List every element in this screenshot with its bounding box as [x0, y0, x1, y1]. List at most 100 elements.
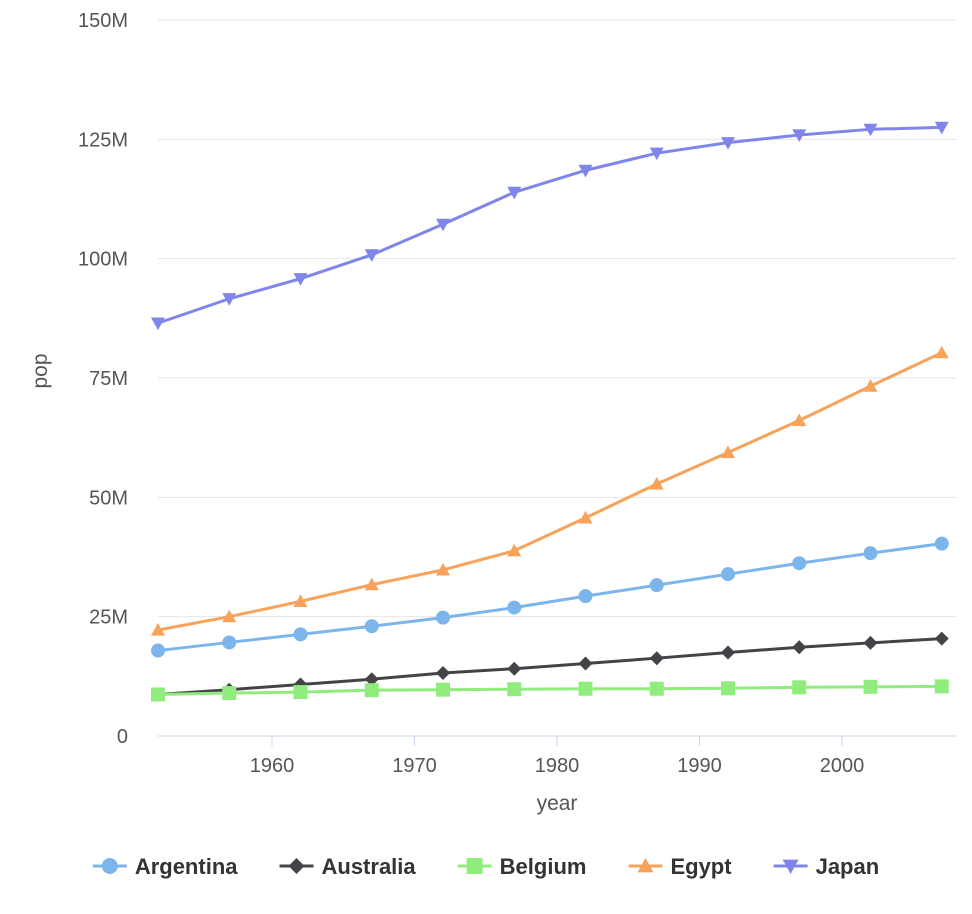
- data-point-egypt: [293, 594, 308, 607]
- data-point-australia: [364, 672, 379, 687]
- legend-label-egypt: Egypt: [670, 854, 732, 879]
- y-tick-label: 150M: [78, 10, 128, 32]
- axes: 0 25M 50M 75M 100M 125M 150M 1960 1970 1980 1990 20…: [78, 10, 864, 777]
- legend-marker-argentina: [101, 858, 118, 874]
- data-point-belgium: [222, 686, 237, 701]
- data-point-egypt: [364, 577, 379, 591]
- data-point-belgium: [863, 679, 878, 694]
- data-point-belgium: [151, 687, 165, 702]
- gridlines: [158, 19, 956, 737]
- data-point-belgium: [649, 681, 664, 696]
- legend-label-belgium: Belgium: [500, 854, 587, 879]
- legend-item-argentina[interactable]: Argentina: [92, 854, 238, 879]
- data-point-japan: [721, 137, 735, 150]
- data-point-japan: [222, 293, 237, 306]
- data-point-argentina: [649, 578, 664, 593]
- series-area: [151, 121, 949, 702]
- x-tick-label: 1960: [250, 755, 295, 777]
- data-point-egypt: [151, 623, 165, 636]
- legend-item-japan[interactable]: Japan: [773, 854, 880, 879]
- legend-marker-australia: [288, 858, 305, 874]
- legend-marker-japan: [782, 859, 799, 874]
- data-point-egypt: [507, 543, 522, 557]
- data-point-egypt: [721, 445, 735, 459]
- series-line-japan: [156, 125, 944, 325]
- data-point-australia: [436, 665, 450, 680]
- x-tick-label: 1980: [535, 755, 580, 777]
- data-point-argentina: [293, 627, 308, 642]
- data-point-japan: [578, 164, 593, 178]
- data-point-belgium: [578, 681, 593, 696]
- y-tick-label: 50M: [89, 487, 128, 509]
- data-point-australia: [721, 645, 735, 660]
- y-tick-label: 25M: [89, 607, 128, 629]
- data-point-egypt: [436, 562, 450, 576]
- data-point-belgium: [934, 679, 949, 694]
- y-tick-label: 0: [117, 726, 128, 748]
- y-tick-label: 75M: [89, 368, 128, 390]
- data-point-belgium: [721, 681, 735, 696]
- legend: Argentina Australia Belgium Egypt Japan: [92, 854, 880, 879]
- legend-label-japan: Japan: [816, 854, 880, 879]
- data-point-egypt: [649, 476, 664, 490]
- data-point-egypt: [578, 510, 593, 524]
- series-line-egypt: [156, 351, 944, 632]
- data-point-argentina: [436, 610, 450, 625]
- data-point-belgium: [792, 680, 807, 695]
- series-egypt: [151, 345, 949, 636]
- data-point-argentina: [507, 600, 522, 615]
- data-point-japan: [507, 186, 522, 200]
- legend-item-egypt[interactable]: Egypt: [628, 854, 732, 879]
- y-tick-label: 125M: [78, 129, 128, 151]
- series-line-australia: [156, 637, 944, 696]
- y-axis-title: pop: [29, 353, 52, 388]
- legend-item-belgium[interactable]: Belgium: [457, 854, 587, 879]
- data-point-japan: [364, 249, 379, 262]
- data-point-egypt: [222, 609, 237, 623]
- data-point-belgium: [293, 685, 308, 700]
- series-belgium: [151, 679, 949, 702]
- data-point-japan: [863, 123, 878, 137]
- y-tick-label: 100M: [78, 249, 128, 271]
- data-point-argentina: [934, 536, 949, 551]
- legend-marker-egypt: [637, 858, 654, 873]
- x-tick-label: 1970: [392, 755, 437, 777]
- data-point-japan: [792, 129, 807, 143]
- data-point-argentina: [578, 589, 593, 604]
- series-argentina: [151, 536, 949, 658]
- data-point-japan: [649, 147, 664, 161]
- series-japan: [151, 121, 949, 331]
- data-point-egypt: [863, 379, 878, 392]
- data-point-australia: [578, 656, 593, 671]
- series-line-argentina: [156, 542, 944, 653]
- legend-label-australia: Australia: [322, 854, 417, 879]
- x-tick-label: 2000: [820, 755, 865, 777]
- data-point-egypt: [792, 413, 807, 427]
- data-point-belgium: [507, 682, 522, 697]
- data-point-japan: [436, 218, 450, 232]
- legend-label-argentina: Argentina: [135, 854, 238, 879]
- x-tick-label: 1990: [677, 755, 722, 777]
- data-point-japan: [151, 317, 165, 331]
- data-point-australia: [863, 635, 878, 650]
- data-point-argentina: [792, 556, 807, 571]
- data-point-belgium: [436, 682, 450, 697]
- data-point-argentina: [721, 567, 735, 582]
- data-point-australia: [507, 661, 522, 676]
- data-point-japan: [934, 121, 949, 135]
- data-point-argentina: [364, 619, 379, 634]
- data-point-australia: [649, 651, 664, 666]
- legend-marker-belgium: [466, 858, 483, 874]
- data-point-japan: [293, 273, 308, 286]
- series-line-belgium: [156, 684, 944, 696]
- x-axis-title: year: [537, 792, 578, 815]
- data-point-egypt: [934, 345, 949, 359]
- data-point-australia: [934, 631, 949, 646]
- data-point-australia: [792, 640, 807, 655]
- data-point-argentina: [863, 546, 878, 561]
- data-point-belgium: [364, 683, 379, 698]
- legend-item-australia[interactable]: Australia: [279, 854, 417, 879]
- data-point-argentina: [222, 635, 237, 650]
- data-point-argentina: [151, 643, 165, 658]
